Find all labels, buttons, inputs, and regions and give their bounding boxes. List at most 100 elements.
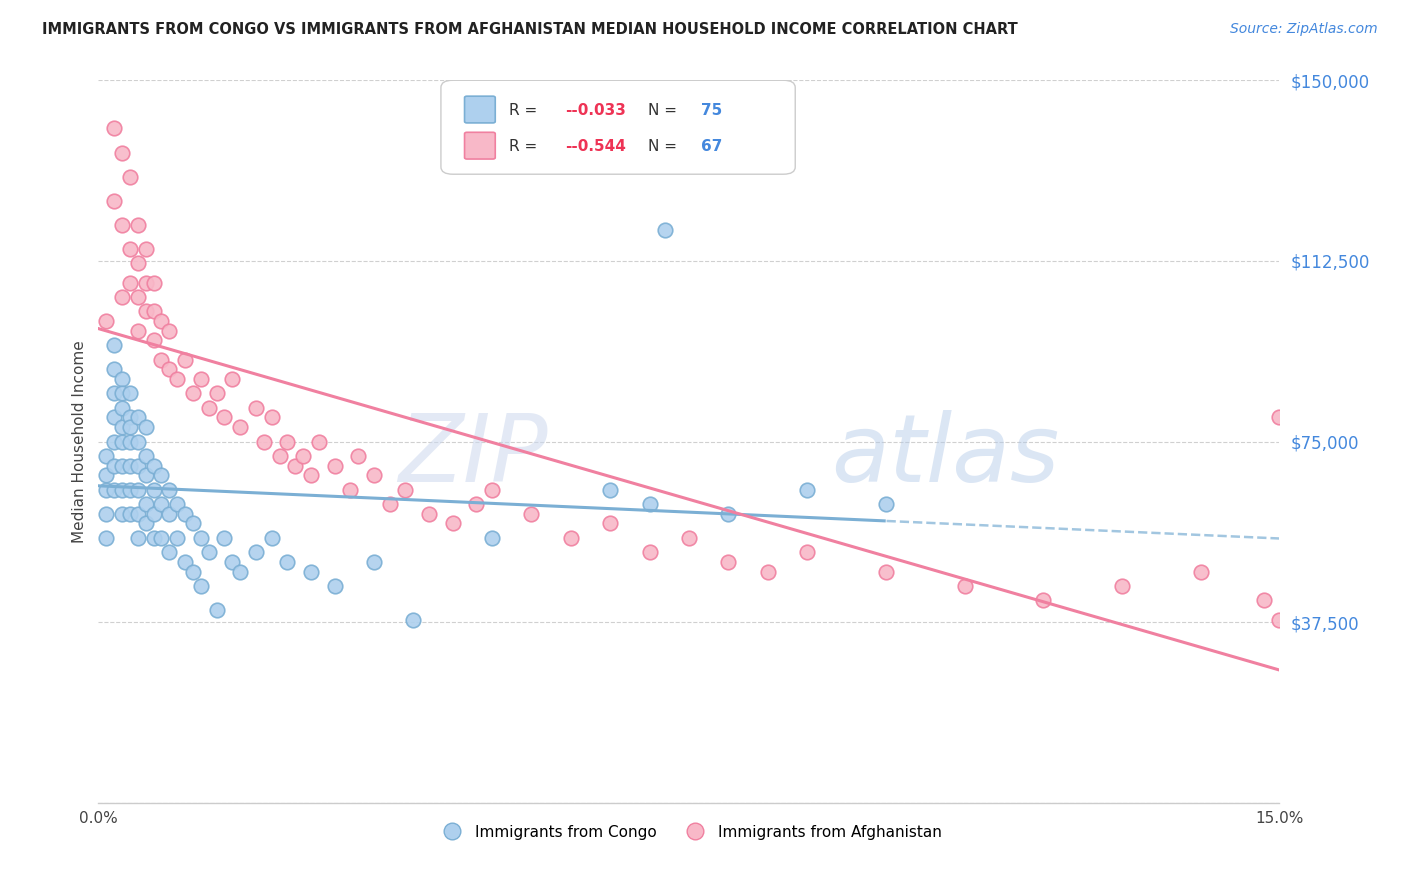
Point [717, 555, 740, 569]
Point [157, 545, 180, 559]
Point [181, 516, 204, 531]
Point [363, 468, 385, 483]
Point [118, 169, 141, 184]
Point [135, 304, 157, 318]
Point [276, 434, 298, 449]
Point [111, 290, 134, 304]
Point [520, 507, 543, 521]
Point [339, 483, 361, 497]
FancyBboxPatch shape [464, 96, 495, 123]
Text: R =: R = [509, 103, 543, 118]
Point [135, 242, 157, 256]
Point [1253, 593, 1275, 607]
Point [214, 410, 236, 425]
Point [157, 362, 180, 376]
Point [599, 516, 621, 531]
Legend: Immigrants from Congo, Immigrants from Afghanistan: Immigrants from Congo, Immigrants from A… [430, 819, 948, 846]
Point [103, 458, 125, 473]
Point [284, 458, 307, 473]
Point [953, 579, 976, 593]
Point [229, 420, 252, 434]
Point [678, 531, 700, 545]
Point [197, 545, 219, 559]
Point [150, 468, 173, 483]
Point [142, 507, 165, 521]
Point [118, 434, 141, 449]
Point [174, 555, 197, 569]
Point [214, 531, 236, 545]
Point [174, 352, 197, 367]
Point [103, 121, 125, 136]
Point [127, 256, 149, 270]
Text: --0.544: --0.544 [565, 139, 626, 154]
Point [127, 324, 149, 338]
Point [875, 497, 897, 511]
Point [96, 531, 118, 545]
Point [142, 458, 165, 473]
Point [127, 507, 149, 521]
Point [347, 449, 370, 463]
Point [96, 507, 118, 521]
Point [103, 194, 125, 208]
Point [308, 434, 330, 449]
Text: R =: R = [509, 139, 543, 154]
Point [1111, 579, 1133, 593]
Point [135, 276, 157, 290]
Point [190, 579, 212, 593]
Point [118, 483, 141, 497]
Point [181, 386, 204, 401]
Point [292, 449, 315, 463]
Text: ZIP: ZIP [398, 410, 547, 501]
Point [174, 507, 197, 521]
Point [111, 420, 134, 434]
Point [205, 386, 228, 401]
Point [103, 434, 125, 449]
Point [190, 531, 212, 545]
Point [796, 483, 818, 497]
Point [205, 603, 228, 617]
Point [111, 483, 134, 497]
Point [717, 507, 740, 521]
Point [418, 507, 440, 521]
Point [323, 579, 346, 593]
Point [378, 497, 401, 511]
Point [127, 410, 149, 425]
Point [197, 401, 219, 415]
Point [127, 290, 149, 304]
Point [111, 458, 134, 473]
Point [150, 314, 173, 328]
Text: atlas: atlas [831, 410, 1059, 501]
Point [111, 434, 134, 449]
Point [118, 410, 141, 425]
Point [363, 555, 385, 569]
Text: N =: N = [648, 103, 682, 118]
Point [111, 145, 134, 160]
Point [96, 449, 118, 463]
Point [135, 516, 157, 531]
Point [111, 386, 134, 401]
Point [253, 434, 276, 449]
Point [103, 362, 125, 376]
Point [111, 401, 134, 415]
Point [118, 420, 141, 434]
Point [299, 565, 322, 579]
Point [875, 565, 897, 579]
Text: 67: 67 [700, 139, 723, 154]
Point [638, 545, 661, 559]
Point [150, 531, 173, 545]
Point [1268, 613, 1291, 627]
FancyBboxPatch shape [464, 132, 495, 159]
Point [599, 483, 621, 497]
Point [103, 410, 125, 425]
Point [1268, 410, 1291, 425]
Text: 75: 75 [700, 103, 723, 118]
Point [127, 434, 149, 449]
Point [127, 458, 149, 473]
Point [135, 468, 157, 483]
Point [481, 531, 503, 545]
Point [654, 222, 676, 236]
Point [150, 352, 173, 367]
Point [796, 545, 818, 559]
Point [560, 531, 582, 545]
Point [441, 516, 464, 531]
